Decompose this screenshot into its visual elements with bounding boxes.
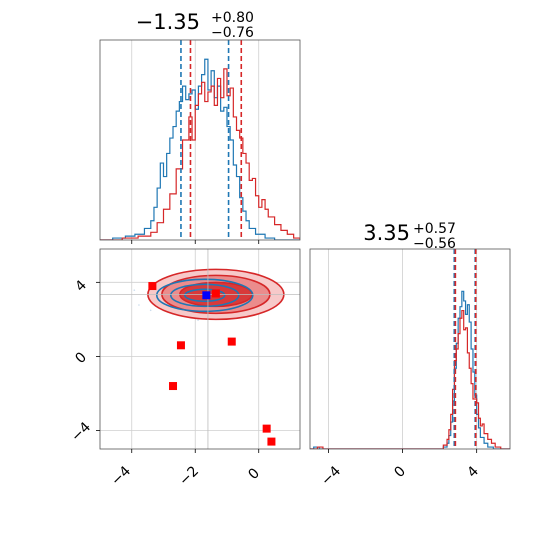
br-xtick-label-0: −4 [318, 463, 344, 489]
hist-series-1 [310, 309, 510, 449]
top-left-frame [99, 39, 301, 241]
red-marker-1 [211, 289, 220, 298]
br-xtick-label-2: 4 [464, 463, 482, 481]
bottom-right-histograms [310, 249, 510, 449]
red-marker-4 [169, 382, 178, 391]
red-marker-5 [262, 424, 271, 433]
sample-point [138, 304, 140, 306]
br-xtick-label-1: 0 [391, 463, 409, 481]
bottom-right-title-value: 3.35 [363, 221, 410, 245]
panel-top-left: −1.35 +0.80 −0.76 [99, 10, 301, 244]
red-marker-2 [176, 341, 185, 350]
top-left-title-sub: −0.76 [211, 25, 254, 41]
bl-ytick-label-2: 4 [72, 277, 90, 295]
bottom-left-frame [99, 248, 301, 450]
bottom-left-y-tick-labels: −4 0 4 [68, 277, 94, 445]
sample-point [133, 289, 136, 291]
top-left-title-sup: +0.80 [211, 10, 254, 26]
bottom-right-title-sub: −0.56 [413, 236, 456, 252]
bottom-left-scatter [100, 249, 300, 449]
bottom-right-frame [309, 248, 511, 450]
bottom-right-x-tick-labels: −4 0 4 [318, 463, 482, 489]
red-marker-6 [267, 437, 276, 446]
top-left-ticks [131, 240, 260, 244]
top-left-title-value: −1.35 [136, 10, 200, 34]
red-marker-0 [148, 282, 157, 291]
bottom-left-ticks [96, 281, 260, 453]
sample-point [149, 309, 152, 312]
bottom-right-title-sup: +0.57 [413, 221, 456, 237]
top-left-histograms [100, 40, 300, 240]
blue-marker-0 [202, 291, 211, 300]
bl-ytick-label-1: 0 [72, 349, 90, 367]
red-marker-3 [227, 337, 236, 346]
bl-xtick-label-1: −2 [176, 463, 202, 489]
panel-bottom-left: −4 −2 0 −4 0 4 [68, 248, 301, 489]
bottom-left-x-tick-labels: −4 −2 0 [108, 463, 263, 489]
panel-bottom-right: −4 0 4 3.35 +0.57 −0.56 [309, 221, 511, 489]
blue-contour-1 [169, 283, 240, 308]
bl-xtick-label-2: 0 [245, 465, 263, 483]
bl-ytick-label-0: −4 [68, 419, 94, 445]
bl-xtick-label-0: −4 [108, 463, 134, 489]
bottom-right-ticks [328, 449, 478, 453]
bottom-right-grid [328, 249, 478, 449]
hist-series-1 [100, 68, 300, 240]
blue-contour-0 [155, 278, 254, 313]
blue-contour-2 [183, 288, 226, 303]
sample-point [197, 319, 199, 321]
top-left-title: −1.35 [136, 10, 200, 34]
